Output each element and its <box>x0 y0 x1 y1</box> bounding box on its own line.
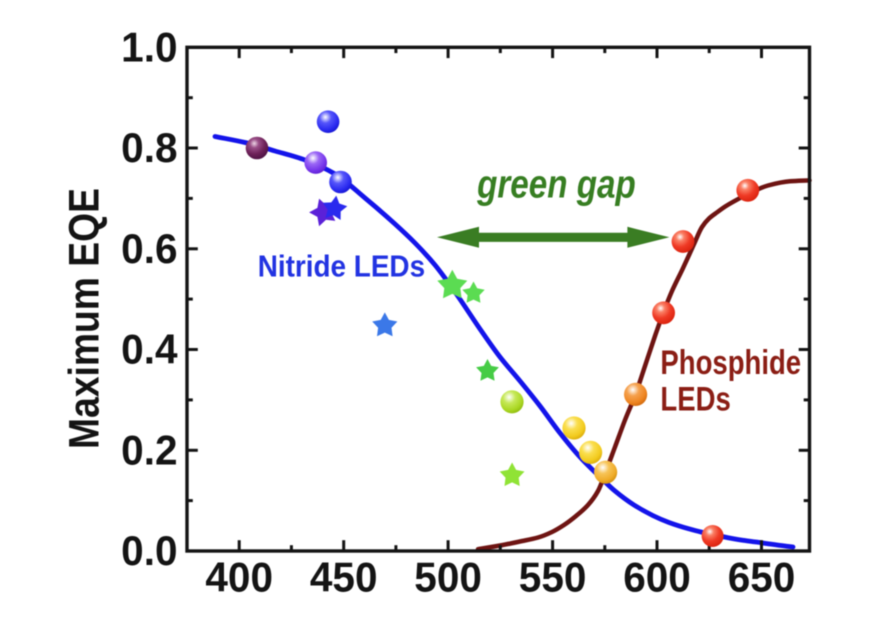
svg-text:Phosphide: Phosphide <box>660 343 801 381</box>
svg-text:0.4: 0.4 <box>121 326 177 373</box>
svg-text:400: 400 <box>205 554 273 601</box>
svg-text:0.0: 0.0 <box>121 528 177 575</box>
svg-text:green gap: green gap <box>476 161 636 206</box>
svg-text:450: 450 <box>310 554 378 601</box>
svg-text:0.6: 0.6 <box>121 225 177 272</box>
svg-text:1.0: 1.0 <box>121 24 177 71</box>
svg-text:600: 600 <box>623 554 691 601</box>
svg-text:0.2: 0.2 <box>121 427 177 474</box>
svg-text:0.8: 0.8 <box>121 125 177 172</box>
svg-text:LEDs: LEDs <box>660 380 730 418</box>
svg-text:500: 500 <box>414 554 482 601</box>
svg-text:650: 650 <box>728 554 796 601</box>
svg-text:Nitride LEDs: Nitride LEDs <box>258 249 425 284</box>
svg-text:Maximum EQE: Maximum EQE <box>60 188 108 449</box>
svg-text:550: 550 <box>519 554 587 601</box>
